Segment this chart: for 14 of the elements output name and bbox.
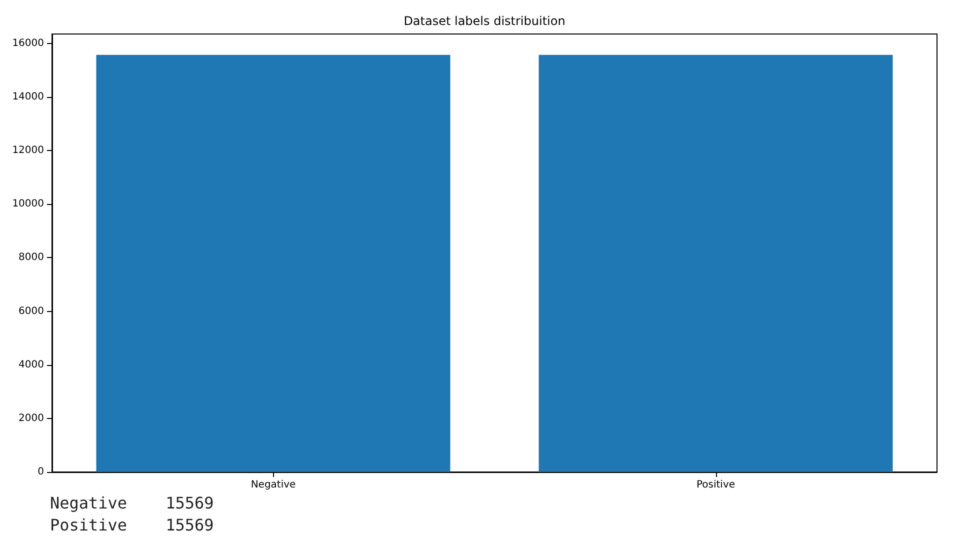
chart-title: Dataset labels distribuition: [404, 14, 566, 28]
y-tick-label: 4000: [18, 359, 44, 370]
x-tick-label: Negative: [250, 480, 296, 490]
y-tick-label: 10000: [12, 198, 44, 210]
y-tick-label: 6000: [18, 306, 44, 317]
y-tick-label: 12000: [12, 145, 44, 156]
y-tick-label: 8000: [18, 252, 44, 264]
y-tick-label: 16000: [12, 38, 44, 49]
text: Positive 15569: [50, 516, 214, 534]
y-tick-label: 14000: [12, 91, 44, 102]
y-tick-label: 2000: [18, 412, 44, 424]
text: Negative 15569: [50, 494, 214, 512]
x-tick-label: Positive: [696, 480, 736, 490]
y-tick-label: 0: [38, 466, 44, 478]
